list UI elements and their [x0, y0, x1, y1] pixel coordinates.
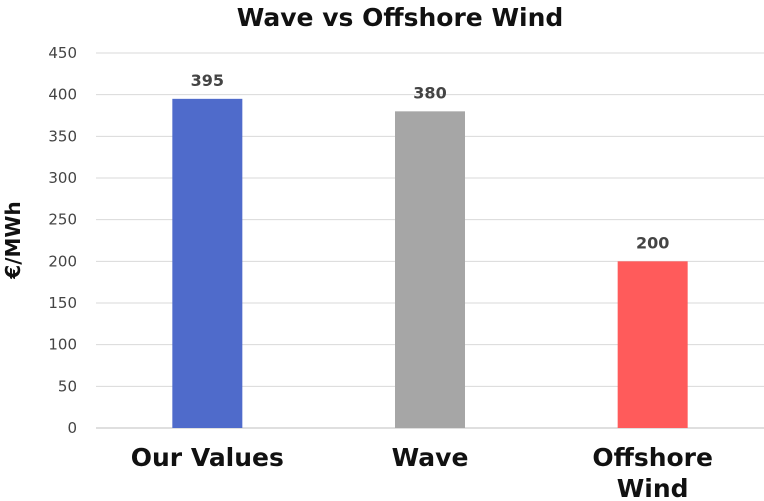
data-label: 380 [413, 83, 446, 102]
data-label: 200 [636, 233, 669, 252]
y-tick-label: 300 [48, 169, 77, 187]
bars [172, 98, 688, 428]
y-tick-label: 100 [48, 336, 77, 354]
data-label: 395 [191, 71, 224, 90]
x-tick-label: Wave [392, 443, 469, 472]
y-tick-labels: 0 50 100 150 200 250 300 350 400 450 [48, 44, 77, 437]
x-tick-label: Our Values [131, 443, 284, 472]
y-tick-label: 0 [67, 419, 77, 437]
bar [172, 98, 243, 428]
bar [395, 111, 465, 428]
data-labels: 395 380 200 [191, 71, 670, 252]
y-tick-label: 250 [48, 211, 77, 229]
x-tick-labels: Our Values Wave Offshore Wind [131, 443, 713, 501]
y-tick-label: 200 [48, 252, 77, 270]
y-axis-label: €/MWh [1, 201, 25, 279]
y-tick-label: 50 [58, 377, 77, 395]
chart-title: Wave vs Offshore Wind [237, 3, 564, 32]
bar [617, 261, 688, 428]
y-tick-label: 400 [48, 86, 77, 104]
x-tick-label: Offshore Wind [592, 443, 713, 501]
y-tick-label: 450 [48, 44, 77, 62]
y-tick-label: 150 [48, 294, 77, 312]
y-tick-label: 350 [48, 127, 77, 145]
